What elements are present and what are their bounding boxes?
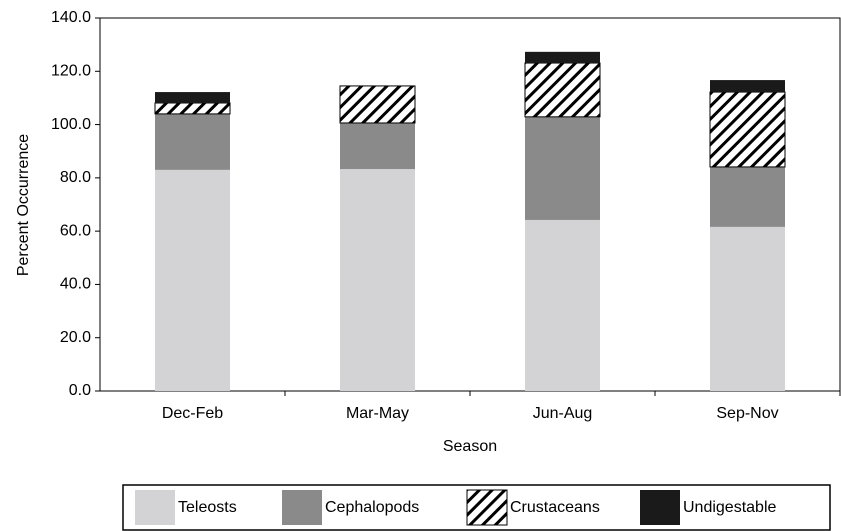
- y-tick-label: 140.0: [51, 9, 91, 26]
- bar-segment: [710, 226, 785, 391]
- y-tick-label: 60.0: [60, 222, 91, 239]
- legend-swatch: [135, 490, 175, 525]
- bar-segment: [710, 80, 785, 93]
- bar-segment: [340, 122, 415, 170]
- bar-segment: [155, 169, 230, 391]
- y-tick-label: 120.0: [51, 63, 91, 80]
- legend-label: Teleosts: [178, 499, 237, 516]
- x-tick-label: Dec-Feb: [162, 405, 223, 422]
- bar-segment: [524, 62, 601, 118]
- y-tick-label: 0.0: [69, 382, 91, 399]
- legend-box: [122, 484, 831, 531]
- x-tick-label: Jun-Aug: [533, 405, 593, 422]
- bar-segment: [155, 113, 230, 170]
- bar-segment: [710, 166, 785, 227]
- legend-swatch: [466, 489, 508, 526]
- y-tick-label: 100.0: [51, 116, 91, 133]
- legend-swatch: [640, 490, 680, 525]
- bar-segment: [525, 116, 600, 220]
- bar-segment: [525, 219, 600, 391]
- bar-segment: [154, 102, 231, 115]
- y-tick-label: 40.0: [60, 276, 91, 293]
- legend-label: Undigestable: [683, 499, 777, 516]
- bar-segment: [525, 51, 600, 64]
- y-tick-label: 20.0: [60, 329, 91, 346]
- legend-swatch: [282, 490, 322, 525]
- legend-label: Crustaceans: [510, 499, 600, 516]
- x-tick-label: Sep-Nov: [716, 405, 778, 422]
- bar-segment: [155, 92, 230, 103]
- y-tick-label: 80.0: [60, 169, 91, 186]
- bar-segment: [339, 85, 416, 124]
- legend-label: Cephalopods: [325, 499, 419, 516]
- bar-segment: [709, 91, 786, 168]
- bar-segment: [340, 169, 415, 391]
- x-tick-label: Mar-May: [346, 405, 409, 422]
- x-axis-label: Season: [443, 438, 497, 455]
- y-axis-label: Percent Occurrence: [15, 134, 32, 276]
